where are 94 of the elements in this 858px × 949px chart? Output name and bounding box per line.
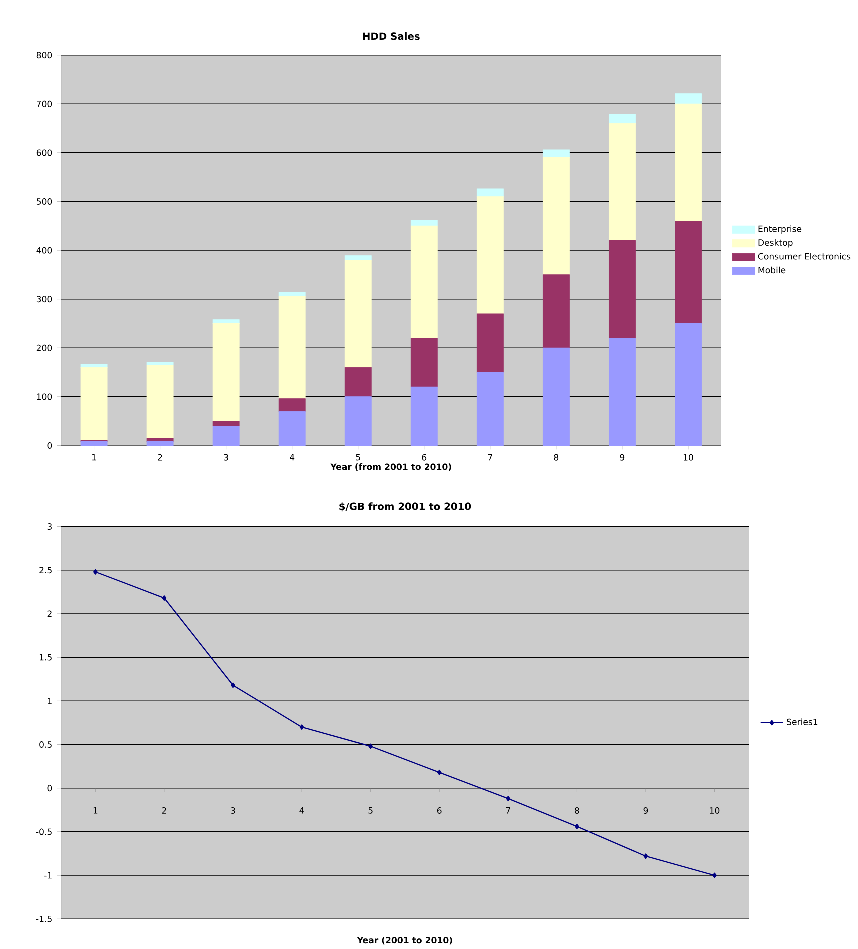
bar [477,314,504,373]
bar [411,386,438,446]
x-axis-title: Year (2001 to 2010) [357,936,453,945]
x-tick-label: 7 [488,454,493,461]
x-tick-label: 10 [710,808,720,814]
point [438,770,442,776]
y-tick-label: -0.5 [36,828,52,836]
y-tick-label: 200 [37,344,52,352]
y-tick-label: 0.5 [40,742,52,748]
x-tick-label: 8 [554,454,559,461]
y-tick-label: 600 [37,150,52,156]
x-tick-label: 6 [422,454,427,461]
point [712,872,718,878]
x-tick-label: 8 [575,808,580,814]
bar [543,348,570,446]
bar [411,338,438,388]
bar [345,256,372,261]
bar [411,226,438,339]
y-tick-label: 0 [48,442,52,449]
y-tick-label: 500 [37,198,52,205]
x-tick-label: 4 [290,454,295,461]
x-tick-label: 9 [620,454,625,461]
bar [675,94,702,104]
bar [213,426,240,446]
x-axis-title: Year (from 2001 to 2010) [330,464,452,472]
chart-title: $/GB from 2001 to 2010 [340,502,472,512]
bar [81,442,108,446]
bar [147,364,174,439]
y-tick-label: 100 [37,394,52,400]
x-tick-label: 9 [644,808,648,814]
legend-label: Mobile [759,266,786,274]
point [231,682,236,688]
y-tick-label: 0 [48,785,52,792]
point [94,569,98,575]
bar [345,396,372,446]
bar [675,220,702,324]
bar [477,372,504,446]
bar [213,323,240,422]
bar [279,398,306,412]
point [368,744,374,750]
y-tick-label: 3 [48,524,52,530]
legend-label: Enterprise [759,226,802,234]
chart-title: HDD Sales [364,32,420,40]
bar [675,323,702,446]
y-tick-label: 2.5 [40,567,52,574]
x-tick-label: 2 [162,808,167,814]
y-tick-label: -1 [44,872,52,879]
x-tick-label: 1 [94,808,98,814]
y-tick-label: 1.5 [40,654,52,661]
x-tick-label: 4 [300,808,304,814]
legend-label: Desktop [759,239,793,248]
x-tick-label: 7 [506,808,511,814]
bar [213,320,240,324]
point [162,596,167,601]
bar [279,296,306,400]
bar [675,104,702,222]
x-tick-label: 3 [231,808,236,814]
y-tick-label: 400 [36,247,52,254]
legend-label: Consumer Electronics [758,253,851,260]
bar [213,421,240,426]
bar [543,274,570,348]
x-tick-label: 2 [158,454,162,461]
bar [477,188,504,198]
bar [147,442,174,446]
bar [477,196,504,314]
bar [609,114,636,124]
bar [543,158,570,276]
x-tick-label: 10 [684,454,694,461]
x-tick-label: 6 [438,808,442,814]
bar [609,338,636,446]
bar [411,220,438,226]
x-tick-label: 1 [92,454,96,461]
point [300,724,304,730]
bar [279,292,306,297]
y-tick-label: 300 [37,296,52,303]
y-tick-label: 1 [48,698,52,704]
y-tick-label: 700 [37,100,52,108]
bar [543,150,570,158]
point [575,824,580,830]
bar [345,367,372,398]
y-tick-label: 800 [37,52,52,59]
x-tick-label: 5 [356,454,361,461]
x-tick-label: 3 [224,454,229,461]
bar [81,367,108,441]
point [644,854,648,860]
y-tick-label: -1.5 [36,916,52,922]
bar [609,240,636,339]
point [506,796,511,802]
x-tick-label: 5 [368,808,373,814]
y-tick-label: 2 [48,610,52,618]
bar [279,411,306,446]
legend-label: Series1 [787,718,818,726]
bar [345,260,372,368]
bar [609,123,636,242]
